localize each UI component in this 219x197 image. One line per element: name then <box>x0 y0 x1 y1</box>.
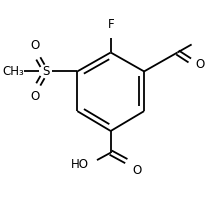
Text: F: F <box>107 18 114 31</box>
Text: HO: HO <box>71 158 89 171</box>
Text: O: O <box>30 39 39 52</box>
Text: O: O <box>196 58 205 71</box>
Text: O: O <box>30 90 39 103</box>
Text: S: S <box>42 65 49 78</box>
Text: CH₃: CH₃ <box>2 65 24 78</box>
Text: O: O <box>132 164 142 177</box>
